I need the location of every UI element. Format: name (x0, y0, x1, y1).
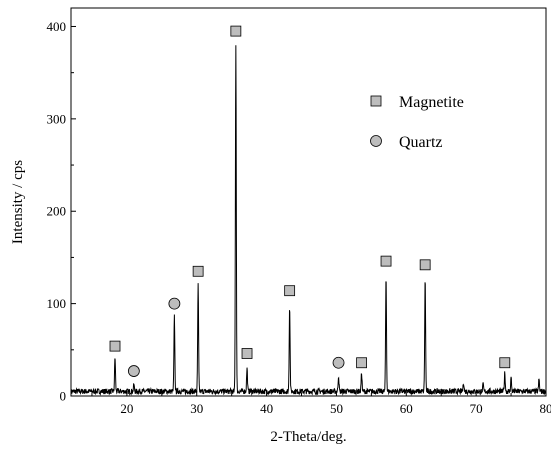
y-tick-label: 300 (47, 111, 67, 126)
x-tick-label: 80 (540, 401, 551, 416)
x-tick-label: 40 (260, 401, 273, 416)
y-tick-label: 200 (47, 204, 67, 219)
plot-frame (70, 7, 547, 397)
x-tick-label: 30 (190, 401, 203, 416)
magnetite-peak-marker (109, 340, 121, 352)
legend-magnetite-icon (370, 95, 382, 107)
legend-quartz-icon (370, 135, 382, 147)
peak-markers (109, 25, 511, 377)
magnetite-peak-marker (419, 259, 431, 271)
plot-area (70, 45, 547, 397)
x-tick-label: 50 (330, 401, 343, 416)
legend-label: Magnetite (399, 94, 464, 111)
legend-label: Quartz (399, 134, 443, 151)
magnetite-peak-marker (499, 357, 511, 369)
y-tick-label: 100 (47, 296, 67, 311)
quartz-peak-marker (332, 356, 345, 369)
y-tick-label: 0 (60, 389, 67, 404)
magnetite-peak-marker (356, 357, 367, 369)
magnetite-peak-marker (380, 255, 392, 267)
magnetite-peak-marker (230, 25, 242, 37)
axes: 20 30 40 50 60 70 80 0 100 200 300 400 (47, 7, 551, 416)
x-axis-label: 2-Theta/deg. (270, 429, 346, 445)
magnetite-peak-marker (241, 348, 253, 359)
quartz-peak-marker (127, 365, 140, 377)
quartz-peak-marker (168, 297, 181, 310)
magnetite-peak-marker (192, 265, 204, 277)
x-tick-label: 20 (120, 401, 133, 416)
xrd-trace (70, 45, 547, 397)
x-tick-label: 70 (470, 401, 483, 416)
y-tick-label: 400 (47, 19, 67, 34)
y-axis-label: Intensity / cps (10, 160, 26, 244)
x-tick-label: 60 (400, 401, 413, 416)
magnetite-peak-marker (284, 285, 296, 297)
legend: Magnetite Quartz (370, 94, 464, 151)
